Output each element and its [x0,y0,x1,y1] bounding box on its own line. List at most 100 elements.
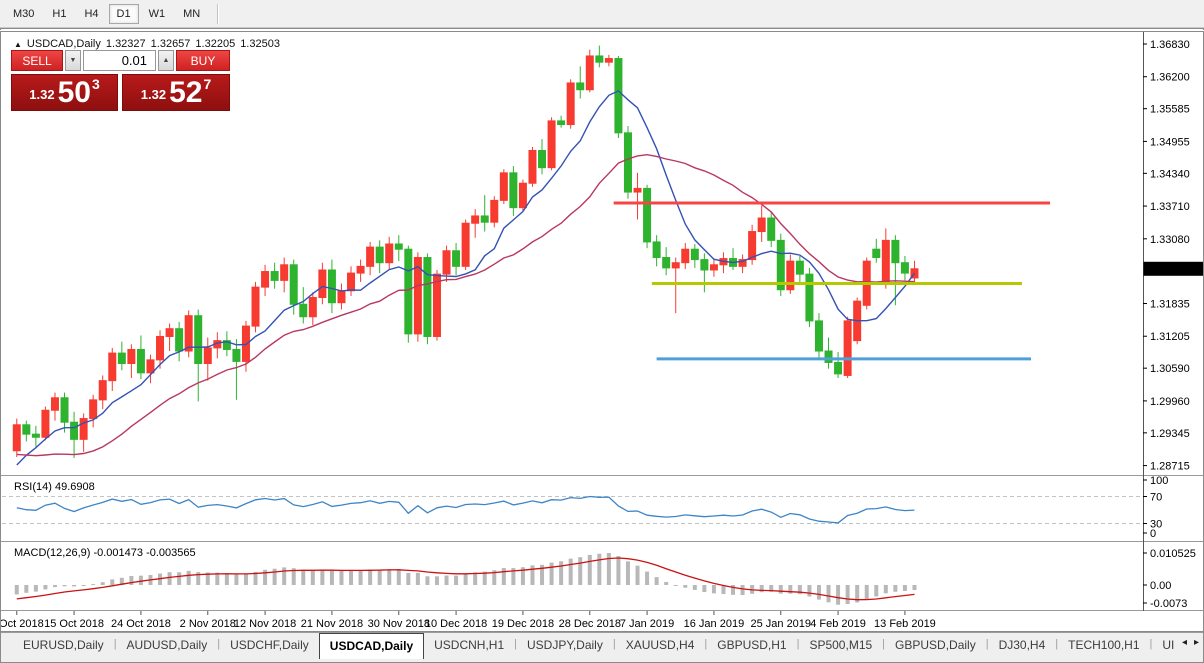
timeframe-button-w1[interactable]: W1 [148,7,166,20]
timeframe-button-d1[interactable]: D1 [108,3,139,24]
timeframe-button-h4[interactable]: H4 [84,7,99,20]
tab-separator: | [704,638,708,650]
candlestick [557,120,566,126]
price-axis-label: 1.36830 [1150,39,1190,51]
date-axis-label[interactable]: 21 Nov 2018 [301,618,363,630]
macd-axis-label: 0.010525 [1150,548,1196,560]
macd-histogram-bar [501,568,506,585]
macd-histogram-bar [224,573,229,585]
chart-tab-eurusd-daily[interactable]: EURUSD,Daily [23,638,104,652]
date-axis-label[interactable]: 10 Dec 2018 [425,618,487,630]
current-price-tag [1143,261,1204,276]
rsi-axis-label: 30 [1150,519,1162,531]
macd-histogram-bar [912,585,917,591]
candlestick [566,82,575,126]
candlestick [347,272,356,292]
macd-histogram-bar [14,585,19,595]
ask-price-box[interactable]: 1.32 52 7 [122,74,230,111]
macd-histogram-bar [740,585,745,596]
date-axis-label[interactable]: 7 Jan 2019 [620,618,674,630]
date-axis-label[interactable]: 30 Nov 2018 [368,618,430,630]
candlestick [900,262,909,274]
candlestick [671,262,680,269]
macd-histogram-bar [549,562,554,585]
macd-histogram-bar [864,585,869,600]
date-axis-label[interactable]: 5 Oct 2018 [0,618,44,630]
candlestick [633,187,642,193]
collapse-triangle-icon[interactable]: ▲ [14,39,22,49]
chart-tab-usdjpy-daily[interactable]: USDJPY,Daily [527,638,603,652]
volume-increase-button[interactable]: ▲ [158,50,174,71]
date-axis-label[interactable]: 15 Oct 2018 [44,618,104,630]
macd-histogram-bar [759,585,764,593]
date-axis-label[interactable]: 2 Nov 2018 [180,618,236,630]
macd-histogram-bar [396,569,401,585]
macd-signal-line [16,557,915,601]
macd-histogram-bar [243,573,248,585]
tab-scroll-right-icon[interactable]: ▸ [1193,637,1199,648]
date-axis-label[interactable]: 24 Oct 2018 [111,618,171,630]
date-axis-label[interactable]: 19 Dec 2018 [492,618,554,630]
date-axis-label[interactable]: 16 Jan 2019 [684,618,745,630]
candlestick [50,397,59,411]
macd-histogram-bar [587,554,592,585]
macd-histogram-bar [702,585,707,593]
macd-histogram-bar [540,564,545,585]
date-axis-label[interactable]: 4 Feb 2019 [810,618,866,630]
price-axis-label: 1.29960 [1150,396,1190,408]
timeframe-button-mn[interactable]: MN [183,7,201,20]
date-axis-label[interactable]: 13 Feb 2019 [874,618,936,630]
chart-tab-usdchf-daily[interactable]: USDCHF,Daily [230,638,309,652]
chart-tab-dj30-h4[interactable]: DJ30,H4 [998,638,1046,652]
chart-tab-gbpusd-h1[interactable]: GBPUSD,H1 [717,638,787,652]
candlestick [891,239,900,264]
volume-input[interactable] [84,51,155,70]
chart-tab-xauusd-h4[interactable]: XAUUSD,H4 [625,638,695,652]
buy-button[interactable]: BUY [176,50,230,71]
chart-tab-audusd-daily[interactable]: AUDUSD,Daily [126,638,208,652]
chart-tab-gbpusd-daily[interactable]: GBPUSD,Daily [895,638,976,652]
toolbar-separator [217,3,220,24]
tab-scroll-left-icon[interactable]: ◂ [1181,637,1187,648]
timeframe-button-h1[interactable]: H1 [52,7,67,20]
candlestick [385,243,394,264]
date-axis-label[interactable]: 12 Nov 2018 [234,618,296,630]
chart-tab-usdcnh-h1[interactable]: USDCNH,H1 [434,638,505,652]
macd-histogram-bar [138,575,143,585]
candlestick [413,257,422,335]
candlestick [270,271,279,281]
candlestick [824,350,833,363]
candlestick [70,421,79,440]
macd-axis-label: -0.0073 [1150,598,1187,610]
macd-histogram-bar [129,575,134,585]
date-axis-label[interactable]: 25 Jan 2019 [750,618,811,630]
macd-histogram-bar [119,577,124,585]
macd-histogram-bar [836,585,841,605]
macd-histogram-bar [329,570,334,585]
chart-tab-usdcad-daily[interactable]: USDCAD,Daily [318,633,425,659]
macd-histogram-bar [186,570,191,585]
candlestick [261,271,270,288]
macd-histogram-bar [215,572,220,585]
chart-tab-tech100-h1[interactable]: TECH100,H1 [1068,638,1140,652]
bid-price-box[interactable]: 1.32 50 3 [11,74,118,111]
candlestick [585,55,594,91]
price-chart-canvas[interactable]: 1.36830 1.36200 1.35585 1.34955 1.34340 1.337… [0,30,1204,632]
volume-decrease-button[interactable]: ▼ [65,50,81,71]
macd-histogram-bar [377,569,382,585]
macd-histogram-bar [310,570,315,585]
chart-tab-sp500-m15[interactable]: SP500,M15 [809,638,873,652]
macd-histogram-bar [816,585,821,600]
timeframe-button-m30[interactable]: M30 [13,7,35,20]
candlestick [681,248,690,264]
date-axis-label[interactable]: 28 Dec 2018 [559,618,621,630]
tab-separator: | [1055,638,1059,650]
macd-histogram-bar [597,553,602,585]
sell-button[interactable]: SELL [11,50,63,71]
chart-tab-ui[interactable]: UI [1162,638,1175,652]
candlestick [499,172,508,201]
candlestick [518,182,527,209]
candlestick [776,239,785,291]
macd-histogram-bar [52,585,57,588]
candlestick [709,264,718,271]
